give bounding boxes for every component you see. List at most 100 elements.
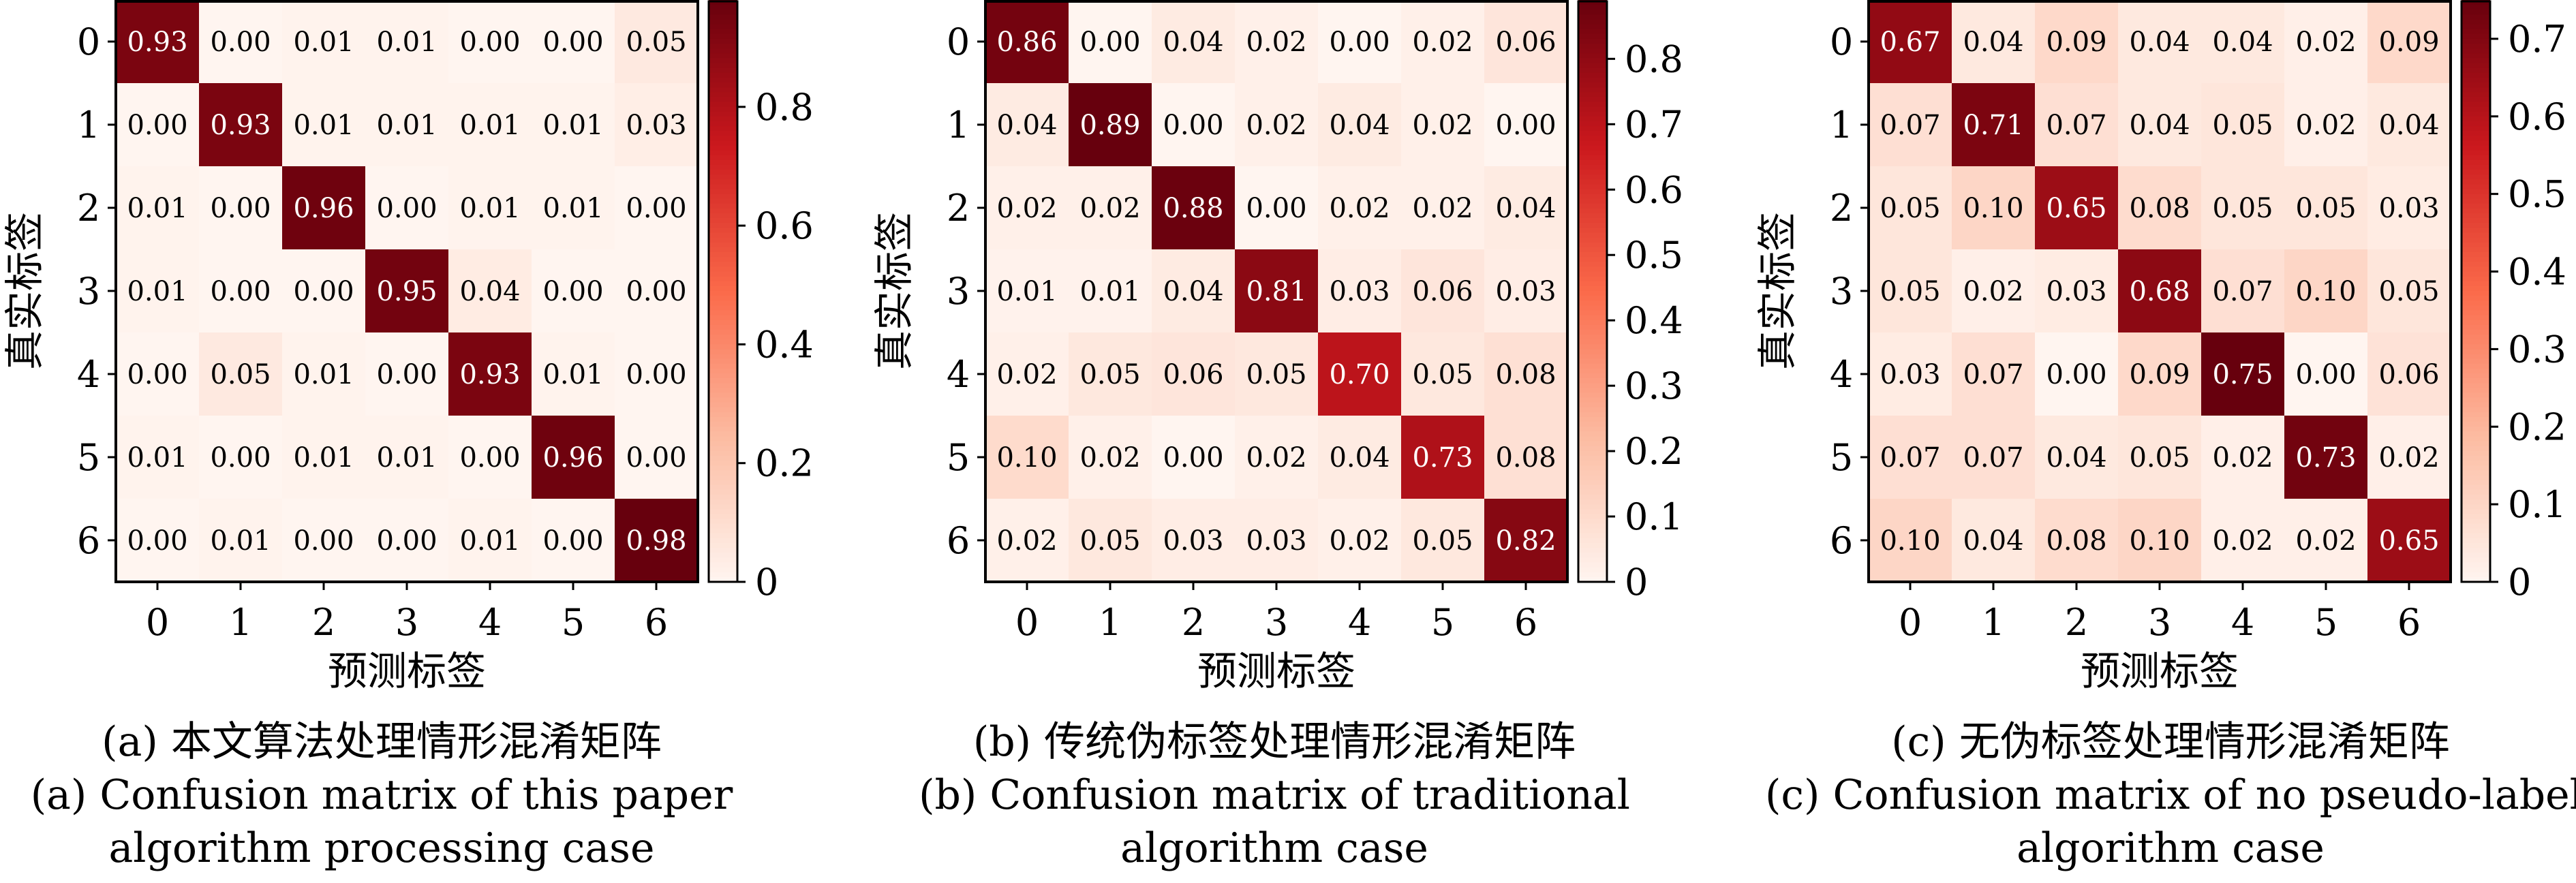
heatmap-cell bbox=[116, 416, 199, 499]
colorbar-segment bbox=[2462, 572, 2490, 578]
colorbar-segment bbox=[709, 242, 737, 248]
heatmap-cell bbox=[1318, 332, 1401, 416]
colorbar-segment bbox=[1578, 436, 1607, 442]
heatmap-cell bbox=[1318, 166, 1401, 249]
heatmap-cell bbox=[1235, 166, 1318, 249]
colorbar-segment bbox=[2462, 562, 2490, 568]
heatmap-cell bbox=[2367, 83, 2451, 166]
cell-value-label: 0.10 bbox=[996, 442, 1057, 474]
heatmap-cell bbox=[532, 499, 615, 582]
heatmap-cell bbox=[985, 83, 1069, 166]
heatmap-cell bbox=[2367, 416, 2451, 499]
colorbar-segment bbox=[709, 252, 737, 258]
colorbar-segment bbox=[709, 228, 737, 234]
caption-b: (b) 传统伪标签处理情形混淆矩阵 (b) Confusion matrix o… bbox=[893, 715, 1656, 875]
colorbar-segment bbox=[709, 436, 737, 442]
colorbar-frame bbox=[707, 0, 739, 583]
cell-value-label: 0.00 bbox=[293, 525, 354, 557]
heatmap-cell bbox=[282, 0, 365, 83]
colorbar-segment bbox=[1578, 223, 1607, 229]
colorbar-tick-label: 0 bbox=[755, 561, 778, 604]
colorbar-segment bbox=[709, 392, 737, 399]
colorbar-segment bbox=[2462, 228, 2490, 234]
colorbar-frame bbox=[2460, 0, 2491, 583]
colorbar-segment bbox=[2462, 489, 2490, 495]
heatmap-cell bbox=[1484, 499, 1567, 582]
cell-value-label: 0.05 bbox=[1079, 359, 1140, 390]
heatmap-cell bbox=[2118, 166, 2201, 249]
colorbar-segment bbox=[2462, 388, 2490, 394]
colorbar-segment bbox=[2462, 24, 2490, 30]
colorbar-segment bbox=[1578, 494, 1607, 501]
colorbar-segment bbox=[2462, 159, 2490, 166]
colorbar-segment bbox=[2462, 121, 2490, 127]
colorbar-segment bbox=[1578, 310, 1607, 316]
colorbar-segment bbox=[709, 111, 737, 117]
caption-a-cn: (a) 本文算法处理情形混淆矩阵 bbox=[102, 718, 662, 766]
colorbar-segment bbox=[2462, 19, 2490, 25]
colorbar-segment bbox=[709, 484, 737, 491]
heatmap-cell bbox=[1869, 83, 1952, 166]
heatmap-cell bbox=[1152, 249, 1235, 332]
colorbar-segment bbox=[709, 509, 737, 515]
cell-value-label: 0.73 bbox=[2295, 442, 2356, 474]
cell-value-label: 0.05 bbox=[1079, 525, 1140, 557]
y-tick-label: 0 bbox=[947, 20, 970, 63]
heatmap-cell bbox=[985, 166, 1069, 249]
colorbar-tick-label: 0.3 bbox=[2508, 328, 2566, 371]
colorbar-segment bbox=[709, 281, 737, 287]
colorbar-segment bbox=[2462, 198, 2490, 204]
heatmap-cell bbox=[2367, 166, 2451, 249]
colorbar-segment bbox=[1578, 121, 1607, 127]
colorbar-segment bbox=[709, 329, 737, 336]
colorbar-segment bbox=[2462, 553, 2490, 559]
x-tick-label: 1 bbox=[1982, 601, 2005, 644]
colorbar-segment bbox=[2462, 543, 2490, 549]
cell-value-label: 0.01 bbox=[376, 442, 437, 474]
heatmap-cell bbox=[1401, 416, 1484, 499]
colorbar-segment bbox=[709, 533, 737, 539]
heatmap-cell bbox=[1152, 499, 1235, 582]
heatmap-cell bbox=[1484, 83, 1567, 166]
cell-value-label: 0.04 bbox=[459, 276, 520, 307]
cell-value-label: 0.04 bbox=[1963, 525, 2023, 557]
colorbar-segment bbox=[709, 315, 737, 321]
colorbar-segment bbox=[1578, 465, 1607, 471]
heatmap-cell bbox=[1869, 499, 1952, 582]
cell-value-label: 0.01 bbox=[1079, 276, 1140, 307]
caption-c-en-2: algorithm case bbox=[2017, 824, 2325, 872]
colorbar-segment bbox=[709, 58, 737, 64]
heatmap-cell bbox=[2284, 499, 2367, 582]
colorbar-segment bbox=[2462, 44, 2490, 50]
colorbar-segment bbox=[2462, 509, 2490, 515]
colorbar-segment bbox=[1578, 179, 1607, 185]
colorbar-segment bbox=[1578, 237, 1607, 243]
colorbar-segment bbox=[709, 402, 737, 408]
cell-value-label: 0.03 bbox=[1880, 359, 1940, 390]
colorbar-segment bbox=[709, 470, 737, 476]
x-tick-label: 1 bbox=[229, 601, 252, 644]
colorbar-segment bbox=[709, 324, 737, 330]
colorbar-segment bbox=[1578, 97, 1607, 103]
colorbar-segment bbox=[709, 106, 737, 112]
heatmap-cell bbox=[448, 83, 532, 166]
cell-value-label: 0.01 bbox=[293, 359, 354, 390]
colorbar-segment bbox=[709, 145, 737, 151]
x-tick-label: 3 bbox=[1265, 601, 1288, 644]
colorbar-segment bbox=[1578, 58, 1607, 64]
cell-value-label: 0.03 bbox=[626, 110, 686, 141]
colorbar-segment bbox=[709, 14, 737, 20]
colorbar-segment bbox=[709, 475, 737, 481]
colorbar-segment bbox=[709, 572, 737, 578]
colorbar-segment bbox=[1578, 131, 1607, 137]
heatmap-cell bbox=[1484, 0, 1567, 83]
cell-value-label: 0.88 bbox=[1163, 193, 1223, 224]
colorbar-segment bbox=[709, 339, 737, 345]
heatmap-cell bbox=[2035, 249, 2118, 332]
cell-value-label: 0.10 bbox=[2129, 525, 2190, 557]
colorbar-segment bbox=[2462, 518, 2490, 525]
caption-a: (a) 本文算法处理情形混淆矩阵 (a) Confusion matrix of… bbox=[0, 715, 763, 875]
caption-c-en-1: (c) Confusion matrix of no pseudo-label bbox=[1765, 771, 2576, 819]
heatmap-cell bbox=[985, 0, 1069, 83]
